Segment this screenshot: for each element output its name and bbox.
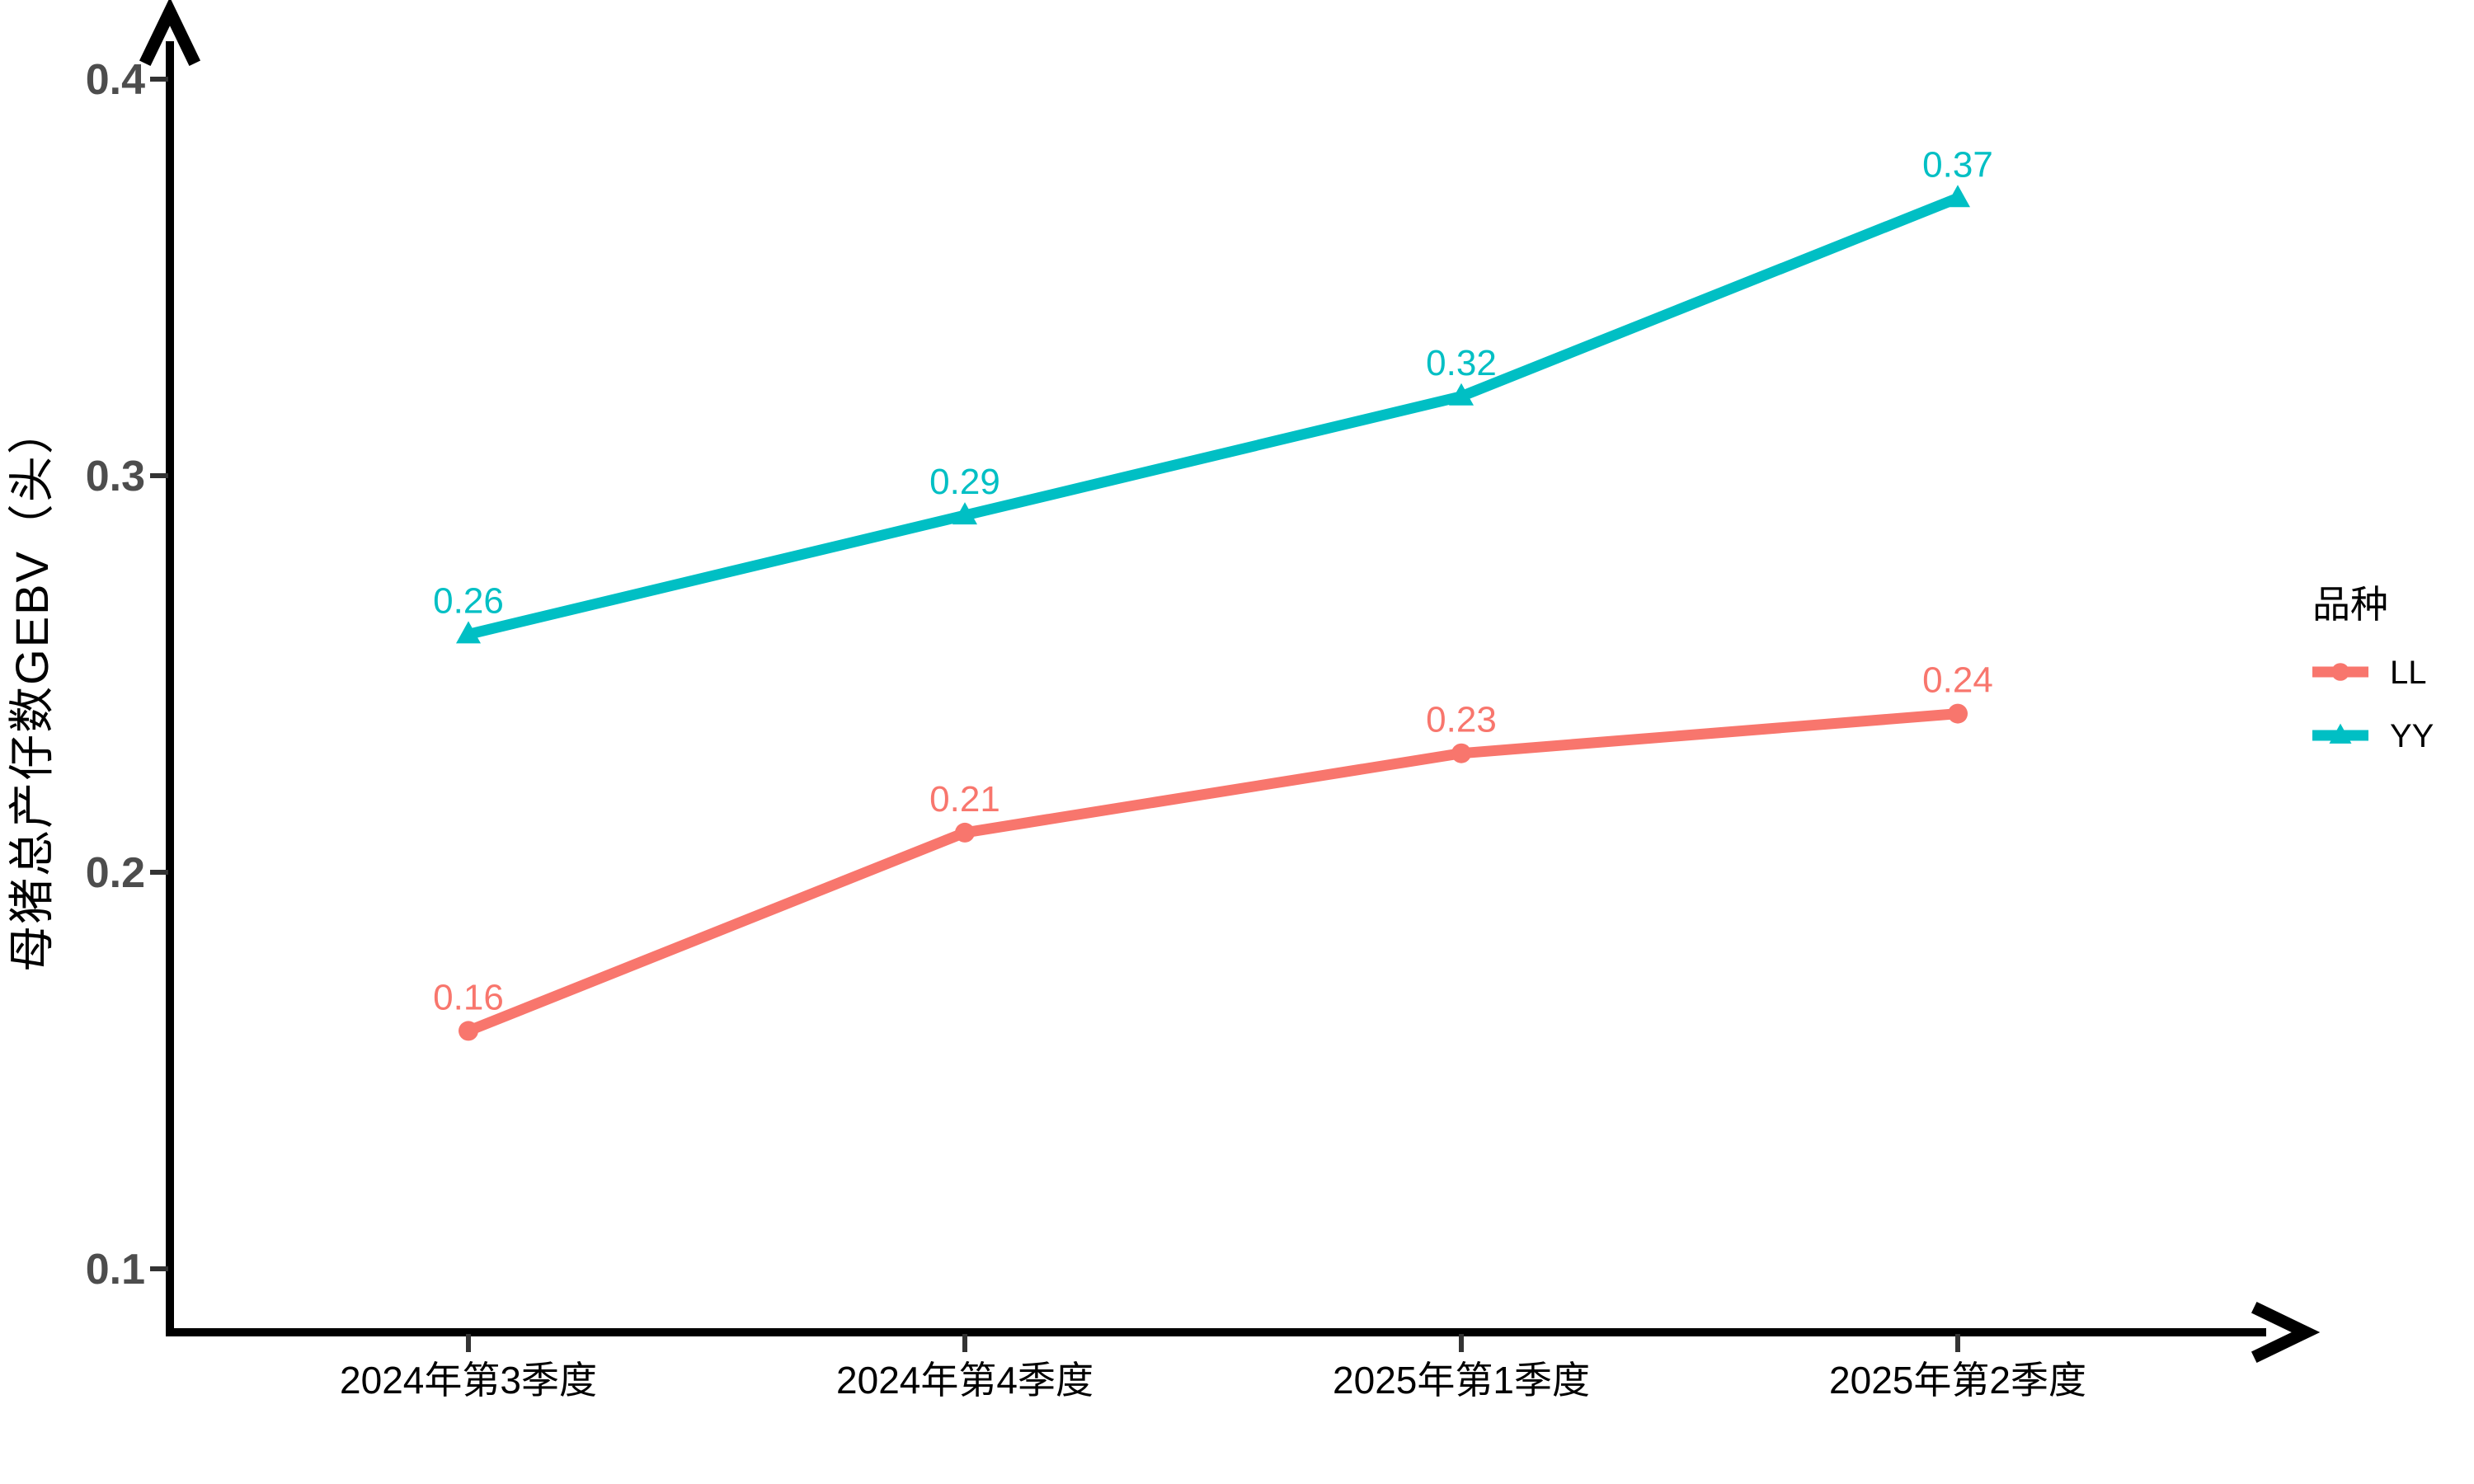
- x-axis-ticks: 2024年第3季度 2024年第4季度 2025年第1季度 2025年第2季度: [340, 1334, 2086, 1402]
- series-line: [463, 708, 1964, 1036]
- axes: [139, 0, 2321, 1364]
- x-tick-label: 2025年第2季度: [1829, 1359, 2086, 1402]
- data-point-circle-icon: [2331, 663, 2349, 681]
- x-axis-arrow-icon: [2251, 1301, 2321, 1364]
- data-point-triangle-icon: [2329, 723, 2352, 744]
- y-axis-ticks: 0.1 0.2 0.3 0.4: [86, 56, 168, 1294]
- data-point-triangle-icon: [456, 621, 481, 644]
- data-point-circle-icon: [1451, 743, 1471, 763]
- y-axis-arrow-icon: [139, 0, 201, 67]
- series-lines: 0.16 0.21 0.23 0.24 0.26 0.29 0.32 0.37: [433, 144, 1993, 1041]
- legend-item-LL: LL: [2312, 655, 2427, 691]
- series-line: [463, 192, 1964, 640]
- data-point-label: 0.29: [929, 462, 1000, 502]
- data-point-circle-icon: [955, 822, 975, 843]
- y-tick-label: 0.4: [86, 56, 145, 104]
- y-axis-title: 母猪总产仔数GEBV（头）: [6, 406, 58, 972]
- y-tick-label: 0.2: [86, 849, 145, 897]
- data-point-label: 0.16: [433, 977, 504, 1017]
- legend-title: 品种: [2312, 583, 2388, 626]
- data-point-label: 0.37: [1922, 144, 1993, 185]
- legend: 品种 LL YY: [2312, 583, 2434, 754]
- legend-item-label: LL: [2390, 655, 2427, 691]
- data-point-circle-icon: [459, 1021, 478, 1041]
- data-point-triangle-icon: [1449, 383, 1474, 406]
- data-point-label: 0.21: [929, 779, 1000, 819]
- legend-item-YY: YY: [2312, 718, 2434, 754]
- data-point-triangle-icon: [1945, 185, 1970, 208]
- y-tick-label: 0.3: [86, 453, 145, 500]
- series-LL: 0.16 0.21 0.23 0.24: [433, 660, 1993, 1041]
- y-tick-label: 0.1: [86, 1246, 145, 1294]
- data-point-label: 0.24: [1922, 660, 1993, 701]
- data-point-label: 0.32: [1426, 343, 1497, 383]
- legend-items: LL YY: [2312, 655, 2434, 754]
- data-point-label: 0.23: [1426, 700, 1497, 740]
- x-tick-label: 2024年第4季度: [836, 1359, 1094, 1402]
- legend-item-label: YY: [2390, 718, 2434, 754]
- data-point-label: 0.26: [433, 580, 504, 621]
- series-YY: 0.26 0.29 0.32 0.37: [433, 144, 1993, 644]
- data-point-triangle-icon: [952, 502, 977, 525]
- data-point-circle-icon: [1948, 703, 1968, 724]
- x-tick-label: 2024年第3季度: [340, 1359, 597, 1402]
- x-tick-label: 2025年第1季度: [1333, 1359, 1590, 1402]
